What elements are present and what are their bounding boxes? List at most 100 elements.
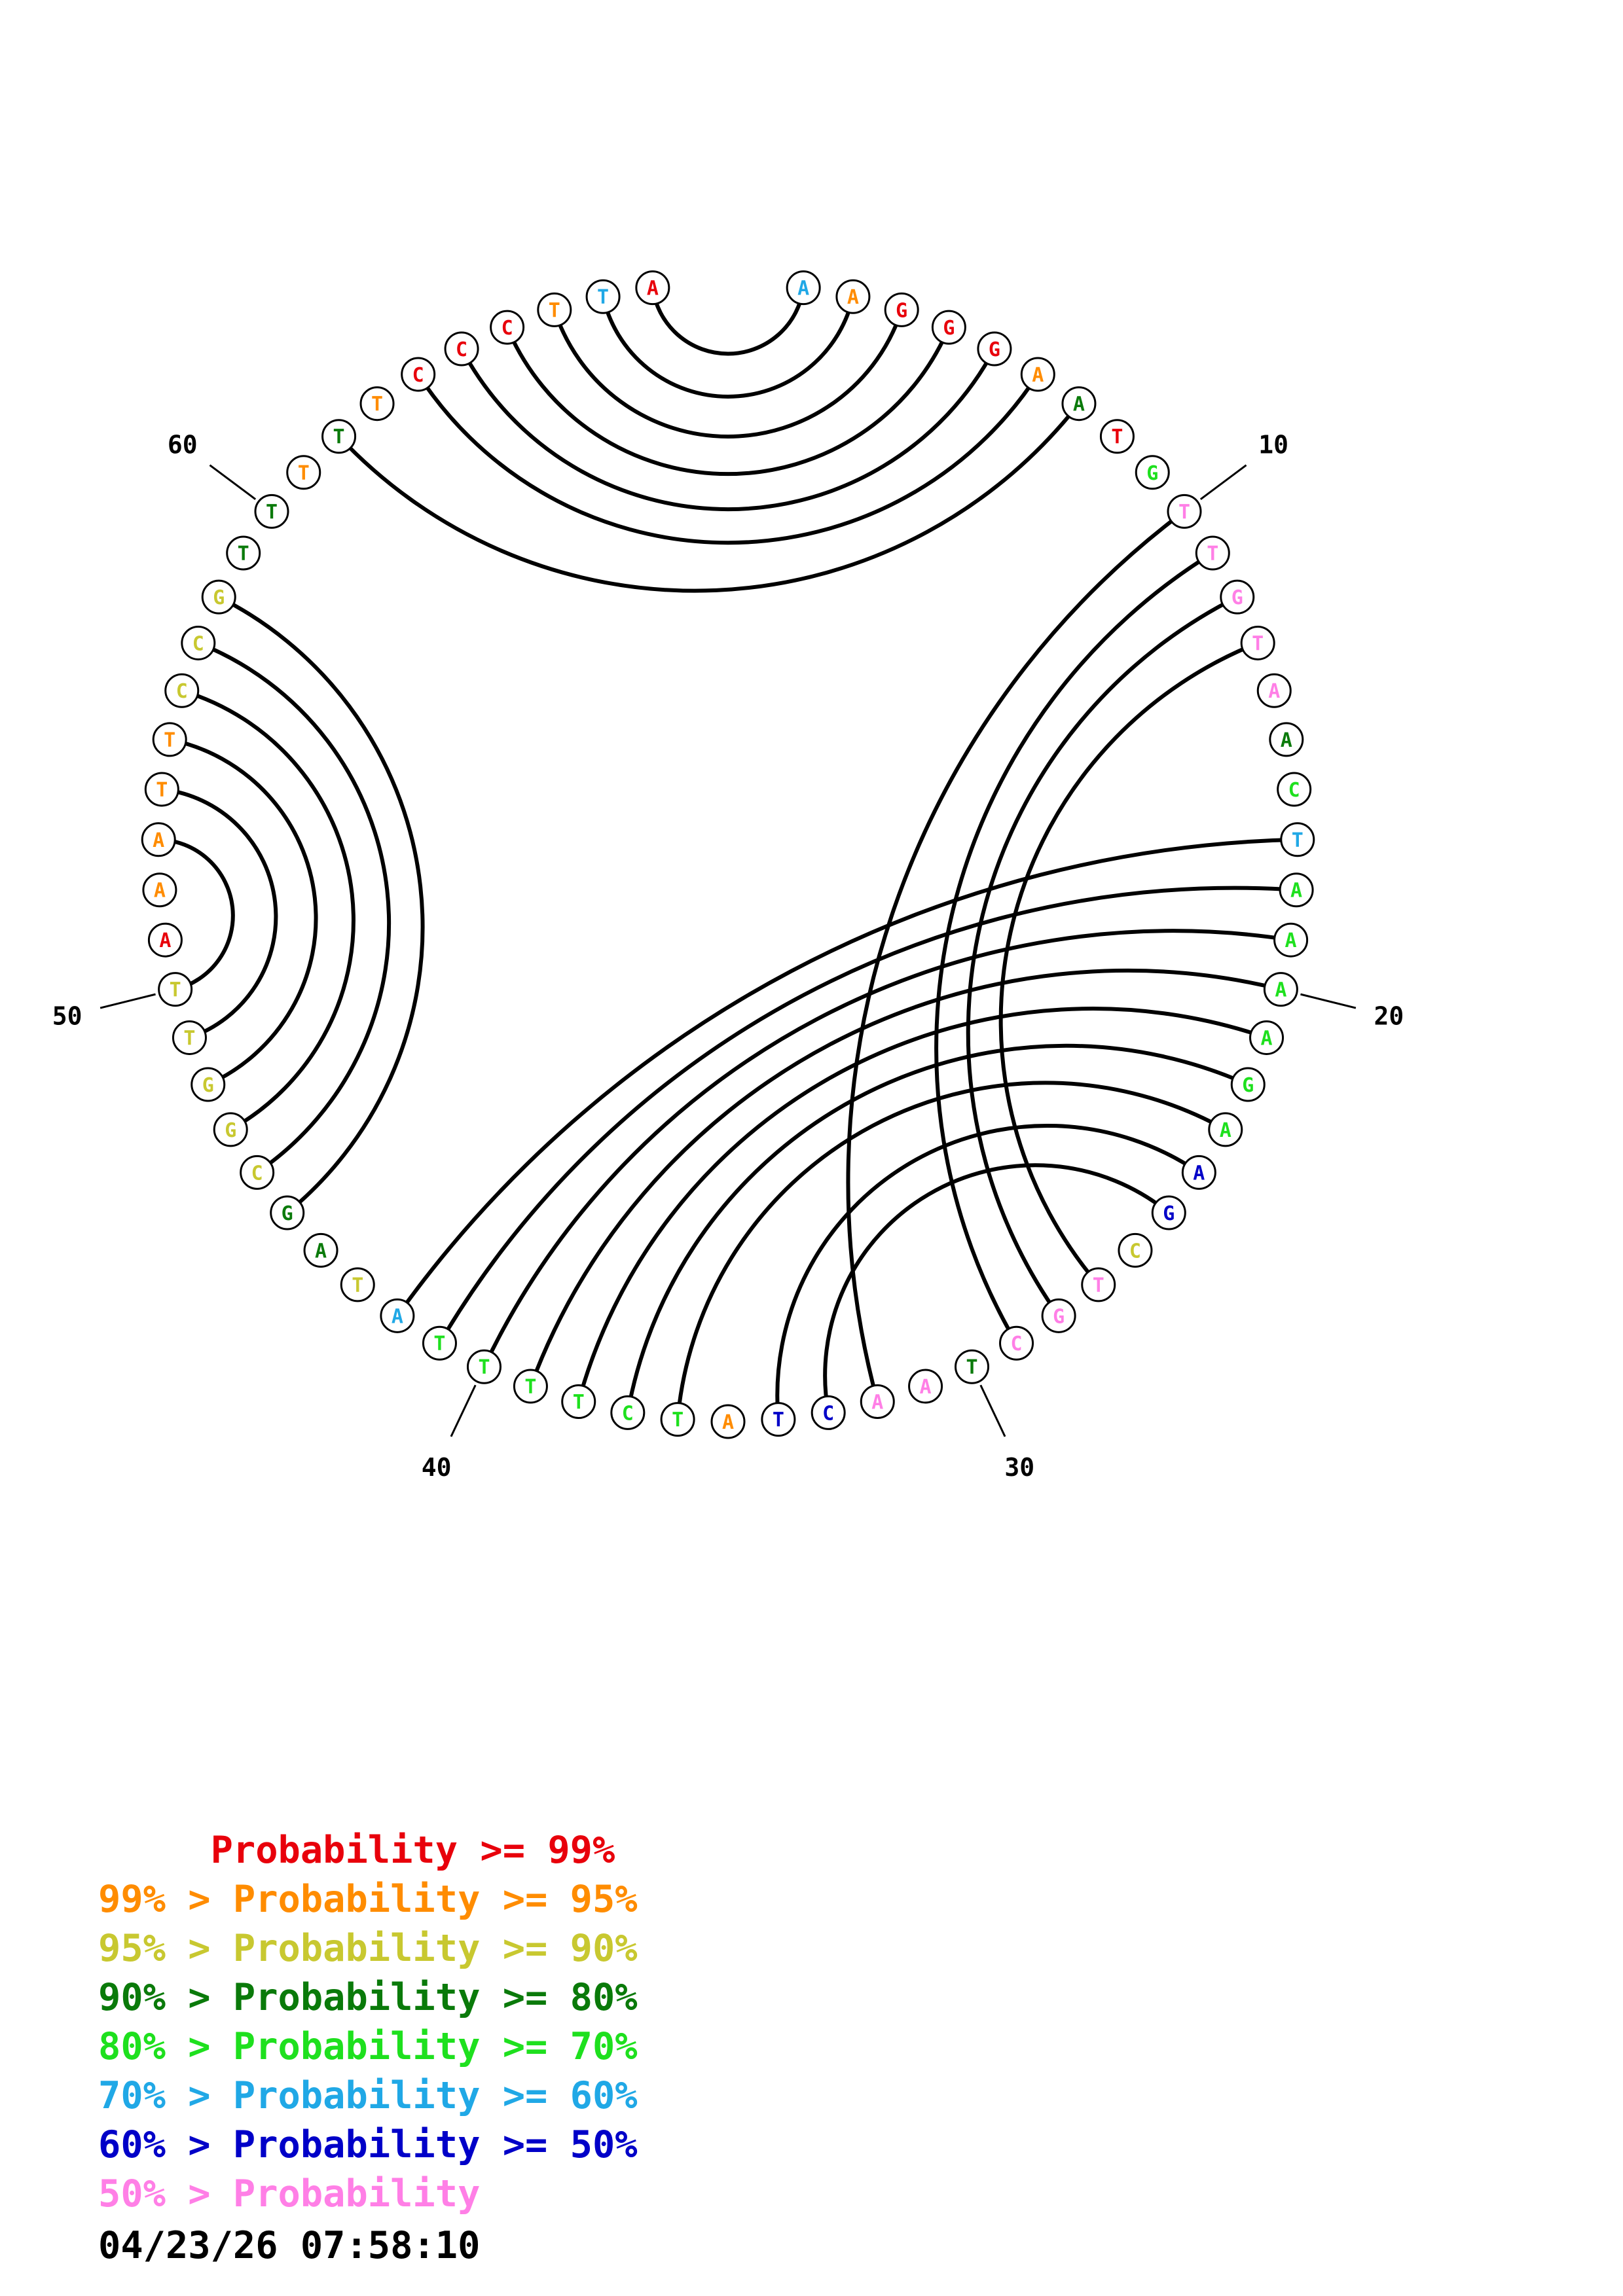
nucleotide-circle bbox=[172, 1020, 207, 1055]
nucleotide-circle bbox=[1280, 822, 1315, 857]
nucleotide-letter: T bbox=[1252, 632, 1264, 655]
nucleotide: G bbox=[1220, 579, 1255, 615]
nucleotide-circle bbox=[931, 310, 966, 345]
nucleotide-letter: T bbox=[573, 1391, 585, 1414]
nucleotide-letter: G bbox=[896, 299, 907, 322]
base-pair-arc bbox=[158, 837, 235, 992]
nucleotide: C bbox=[811, 1395, 846, 1430]
nucleotide-circle bbox=[359, 386, 395, 422]
base-pair-arc bbox=[934, 551, 1214, 1344]
nucleotide-circle bbox=[401, 357, 436, 392]
nucleotide: C bbox=[999, 1325, 1034, 1361]
nucleotide-letter: C bbox=[456, 338, 467, 361]
nucleotide-circle bbox=[811, 1395, 846, 1430]
nucleotide-letter: A bbox=[154, 880, 166, 903]
nucleotide-circle bbox=[270, 1195, 305, 1230]
nucleotide-letter: G bbox=[225, 1119, 236, 1142]
nucleotide-circle bbox=[908, 1369, 943, 1404]
nucleotide-letter: A bbox=[1193, 1162, 1205, 1185]
nucleotide-circle bbox=[201, 579, 236, 615]
nucleotide-circle bbox=[213, 1112, 248, 1147]
nucleotide-letter: T bbox=[298, 462, 310, 485]
base-pair-arc bbox=[576, 1007, 1267, 1403]
nucleotide-circle bbox=[1269, 722, 1304, 757]
nucleotide: G bbox=[270, 1195, 305, 1230]
nucleotide-letter: T bbox=[478, 1356, 490, 1379]
nucleotide-letter: G bbox=[943, 317, 955, 340]
nucleotide-letter: T bbox=[352, 1274, 363, 1297]
nucleotide-circle bbox=[303, 1232, 338, 1268]
nucleotide-circle bbox=[490, 310, 525, 345]
nucleotide: G bbox=[931, 310, 966, 345]
nucleotide: A bbox=[635, 270, 670, 306]
nucleotide-circle bbox=[660, 1402, 695, 1437]
nucleotide-circle bbox=[321, 419, 357, 454]
nucleotide-letter: G bbox=[202, 1074, 214, 1097]
nucleotide-letter: C bbox=[622, 1402, 634, 1425]
tick-label: 60 bbox=[168, 431, 198, 459]
legend-row: 50% > Probability bbox=[98, 2172, 481, 2215]
nucleotide: G bbox=[884, 292, 919, 327]
base-pair-arc bbox=[966, 595, 1239, 1318]
nucleotide: A bbox=[1208, 1112, 1243, 1147]
base-pair-arc bbox=[181, 689, 356, 1132]
nucleotide-circle bbox=[585, 279, 621, 314]
base-pair-arc bbox=[601, 296, 855, 399]
base-pair-arc bbox=[460, 348, 996, 512]
tick-line bbox=[209, 464, 257, 500]
nucleotide-letter: A bbox=[159, 929, 171, 952]
nucleotide-letter: A bbox=[722, 1411, 734, 1434]
nucleotide-circle bbox=[860, 1384, 895, 1420]
nucleotide-circle bbox=[955, 1349, 990, 1384]
nucleotide-letter: T bbox=[1292, 829, 1304, 852]
nucleotide-letter: A bbox=[1073, 393, 1085, 416]
nucleotide-circle bbox=[1151, 1195, 1186, 1230]
nucleotide-letter: C bbox=[412, 364, 424, 387]
nucleotide: C bbox=[490, 310, 525, 345]
nucleotide-letter: T bbox=[672, 1409, 684, 1432]
nucleotide: C bbox=[181, 625, 216, 660]
nucleotide-letter: T bbox=[156, 779, 168, 802]
nucleotide: T bbox=[955, 1349, 990, 1384]
nucleotide-letter: A bbox=[1261, 1027, 1273, 1050]
nucleotide-letter: T bbox=[524, 1376, 536, 1399]
nucleotide-circle bbox=[142, 872, 177, 908]
nucleotide-ring: A AGGGAATGTTGTAACTAAAAGAAGCTGCTAACTATCTTT… bbox=[141, 270, 1315, 1439]
nucleotide-circle bbox=[191, 1067, 226, 1102]
nucleotide-circle bbox=[1061, 386, 1097, 422]
nucleotide-letter: T bbox=[238, 543, 249, 565]
nucleotide-circle bbox=[513, 1369, 548, 1404]
tick-line bbox=[979, 1384, 1006, 1437]
nucleotide-circle bbox=[181, 625, 216, 660]
nucleotide-letter: T bbox=[549, 299, 560, 322]
nucleotide-circle bbox=[561, 1384, 596, 1420]
nucleotide-letter: A bbox=[797, 278, 809, 300]
probability-legend: Probability >= 99% 99% > Probability >= 9… bbox=[98, 1826, 638, 2219]
base-pair-arc bbox=[625, 1043, 1249, 1413]
nucleotide-letter: T bbox=[1093, 1274, 1104, 1297]
nucleotide: T bbox=[1167, 493, 1202, 529]
nucleotide: T bbox=[585, 279, 621, 314]
nucleotide-circle bbox=[1220, 579, 1255, 615]
nucleotide-circle bbox=[1099, 419, 1135, 454]
nucleotide: A bbox=[835, 279, 871, 314]
nucleotide-circle bbox=[147, 922, 183, 958]
nucleotide-letter: T bbox=[966, 1356, 977, 1379]
timestamp: 04/23/26 07:58:10 bbox=[98, 2224, 481, 2267]
nucleotide-letter: T bbox=[1207, 543, 1218, 565]
legend-row: 95% > Probability >= 90% bbox=[98, 1927, 638, 1970]
nucleotide-circle bbox=[226, 535, 261, 571]
nucleotide: A bbox=[1061, 386, 1097, 422]
position-ticks: 10 20 30 40 50 60 bbox=[52, 431, 1404, 1482]
base-pair-arc bbox=[775, 1124, 1201, 1420]
nucleotide-letter: C bbox=[176, 680, 188, 703]
nucleotide-letter: G bbox=[1146, 462, 1158, 485]
nucleotide: G bbox=[191, 1067, 226, 1102]
nucleotide: A bbox=[908, 1369, 943, 1404]
nucleotide-letter: T bbox=[597, 286, 609, 309]
nucleotide-letter: A bbox=[920, 1376, 932, 1399]
nucleotide-letter: C bbox=[501, 317, 513, 340]
nucleotide-letter: C bbox=[1288, 779, 1300, 802]
legend-row: 99% > Probability >= 95% bbox=[98, 1878, 638, 1921]
base-pair-arc bbox=[437, 886, 1297, 1344]
